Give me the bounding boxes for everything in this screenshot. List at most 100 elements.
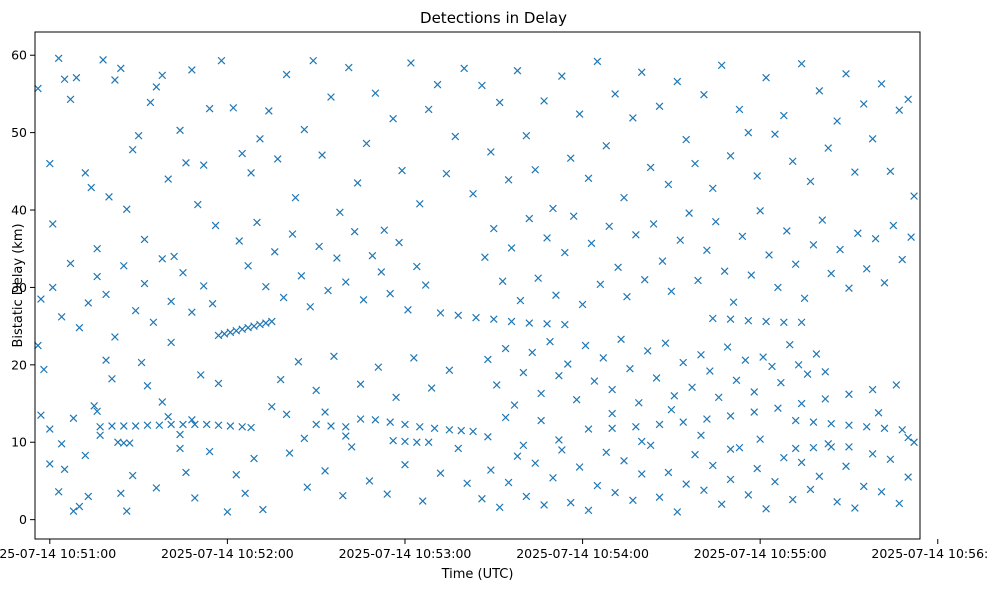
data-point: [711, 217, 720, 226]
data-point: [383, 490, 392, 498]
data-point: [904, 473, 912, 481]
data-point: [421, 281, 430, 289]
data-point: [75, 502, 84, 511]
data-point: [868, 450, 877, 458]
data-point: [788, 495, 797, 504]
data-point: [96, 422, 104, 431]
data-point: [125, 439, 134, 447]
data-point: [60, 75, 69, 84]
data-point: [818, 216, 827, 224]
data-point: [531, 165, 540, 174]
data-point: [886, 167, 895, 176]
data-point: [898, 255, 907, 264]
data-point: [540, 501, 548, 509]
x-tick-label: 2025-07-14 10:54:00: [516, 546, 649, 561]
data-point: [37, 411, 45, 419]
data-point: [563, 360, 572, 368]
data-point: [555, 436, 563, 444]
data-point: [327, 422, 335, 430]
data-point: [803, 370, 812, 378]
data-point: [336, 208, 344, 217]
data-point: [486, 148, 495, 156]
data-point: [572, 395, 581, 404]
data-point: [862, 422, 871, 431]
data-point: [664, 468, 673, 477]
data-point: [191, 494, 199, 502]
data-point: [868, 134, 877, 143]
x-tick-label: 2025-07-14 10:56:00: [871, 546, 988, 561]
data-point: [762, 73, 770, 82]
data-point: [241, 489, 249, 498]
data-point: [188, 308, 196, 317]
data-point: [469, 427, 477, 436]
data-point: [531, 459, 540, 467]
data-point: [45, 460, 54, 468]
data-point: [211, 221, 220, 230]
data-point: [344, 63, 353, 72]
data-point: [688, 383, 696, 392]
data-point: [445, 366, 454, 375]
data-point: [495, 98, 504, 107]
data-point: [777, 378, 785, 387]
data-point: [809, 241, 818, 249]
data-point: [309, 56, 318, 65]
data-point: [549, 204, 557, 213]
data-point: [782, 227, 791, 235]
data-point: [220, 330, 229, 338]
data-point: [415, 422, 424, 431]
data-point: [880, 278, 889, 287]
data-point: [744, 491, 753, 499]
data-point: [128, 145, 137, 154]
data-point: [279, 293, 288, 302]
data-point: [827, 269, 836, 278]
data-point: [111, 76, 119, 84]
data-point: [484, 355, 492, 364]
data-point: [895, 499, 904, 508]
data-point: [238, 325, 247, 334]
data-point: [119, 261, 128, 270]
y-tick-label: 20: [11, 357, 27, 372]
data-point: [339, 491, 347, 500]
data-point: [726, 152, 735, 160]
data-point: [495, 503, 504, 512]
data-point: [569, 212, 578, 221]
data-point: [105, 193, 113, 201]
data-point: [714, 393, 723, 402]
data-point: [708, 461, 717, 470]
data-point: [774, 283, 782, 292]
data-point: [664, 180, 673, 189]
data-point: [214, 379, 223, 388]
data-point: [904, 95, 912, 104]
data-point: [685, 209, 693, 217]
data-point: [415, 200, 424, 208]
data-point: [179, 268, 187, 277]
data-point: [294, 357, 303, 366]
data-point: [809, 418, 818, 426]
data-point: [167, 420, 175, 429]
data-point: [285, 449, 294, 457]
data-point: [321, 467, 329, 475]
data-point: [81, 169, 90, 177]
data-point: [812, 350, 821, 358]
data-point: [667, 287, 676, 296]
data-point: [445, 426, 454, 434]
data-point: [634, 398, 643, 407]
data-point: [324, 286, 332, 295]
data-point: [774, 404, 782, 413]
data-point: [620, 193, 628, 202]
data-point: [54, 54, 63, 63]
data-point: [667, 405, 676, 414]
data-point: [188, 415, 196, 424]
data-point: [691, 450, 699, 459]
data-point: [164, 175, 173, 183]
data-point: [196, 371, 205, 379]
data-point: [256, 320, 264, 329]
data-point: [815, 87, 824, 95]
data-point: [522, 131, 531, 140]
data-point: [703, 246, 711, 255]
data-point: [605, 222, 614, 231]
data-point: [540, 97, 548, 105]
data-point: [661, 339, 670, 347]
data-point: [744, 128, 753, 137]
data-point: [498, 277, 507, 286]
